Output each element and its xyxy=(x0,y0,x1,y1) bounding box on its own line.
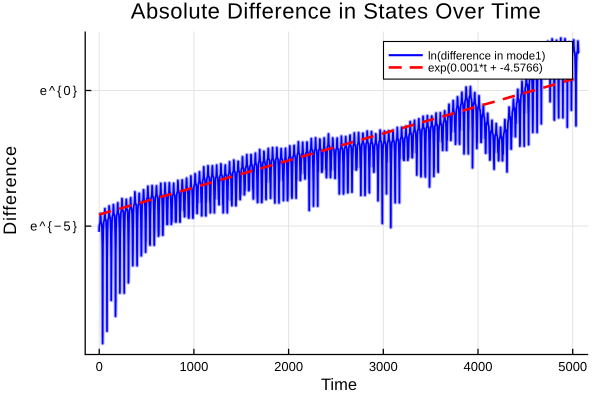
svg-text:2000: 2000 xyxy=(274,359,303,374)
svg-text:Difference: Difference xyxy=(0,145,20,235)
svg-text:ln(difference in mode1): ln(difference in mode1) xyxy=(428,51,546,63)
svg-text:e^{0}: e^{0} xyxy=(40,83,79,98)
svg-text:Absolute Difference in States: Absolute Difference in States Over Time xyxy=(131,0,541,24)
svg-text:0: 0 xyxy=(96,359,103,374)
svg-text:1000: 1000 xyxy=(179,359,208,374)
svg-text:exp(0.001*t + -4.5766): exp(0.001*t + -4.5766) xyxy=(428,63,543,75)
svg-text:3000: 3000 xyxy=(369,359,398,374)
svg-text:4000: 4000 xyxy=(464,359,493,374)
svg-text:Time: Time xyxy=(321,376,357,394)
svg-text:5000: 5000 xyxy=(558,359,587,374)
svg-text:e^{−5}: e^{−5} xyxy=(30,219,79,234)
